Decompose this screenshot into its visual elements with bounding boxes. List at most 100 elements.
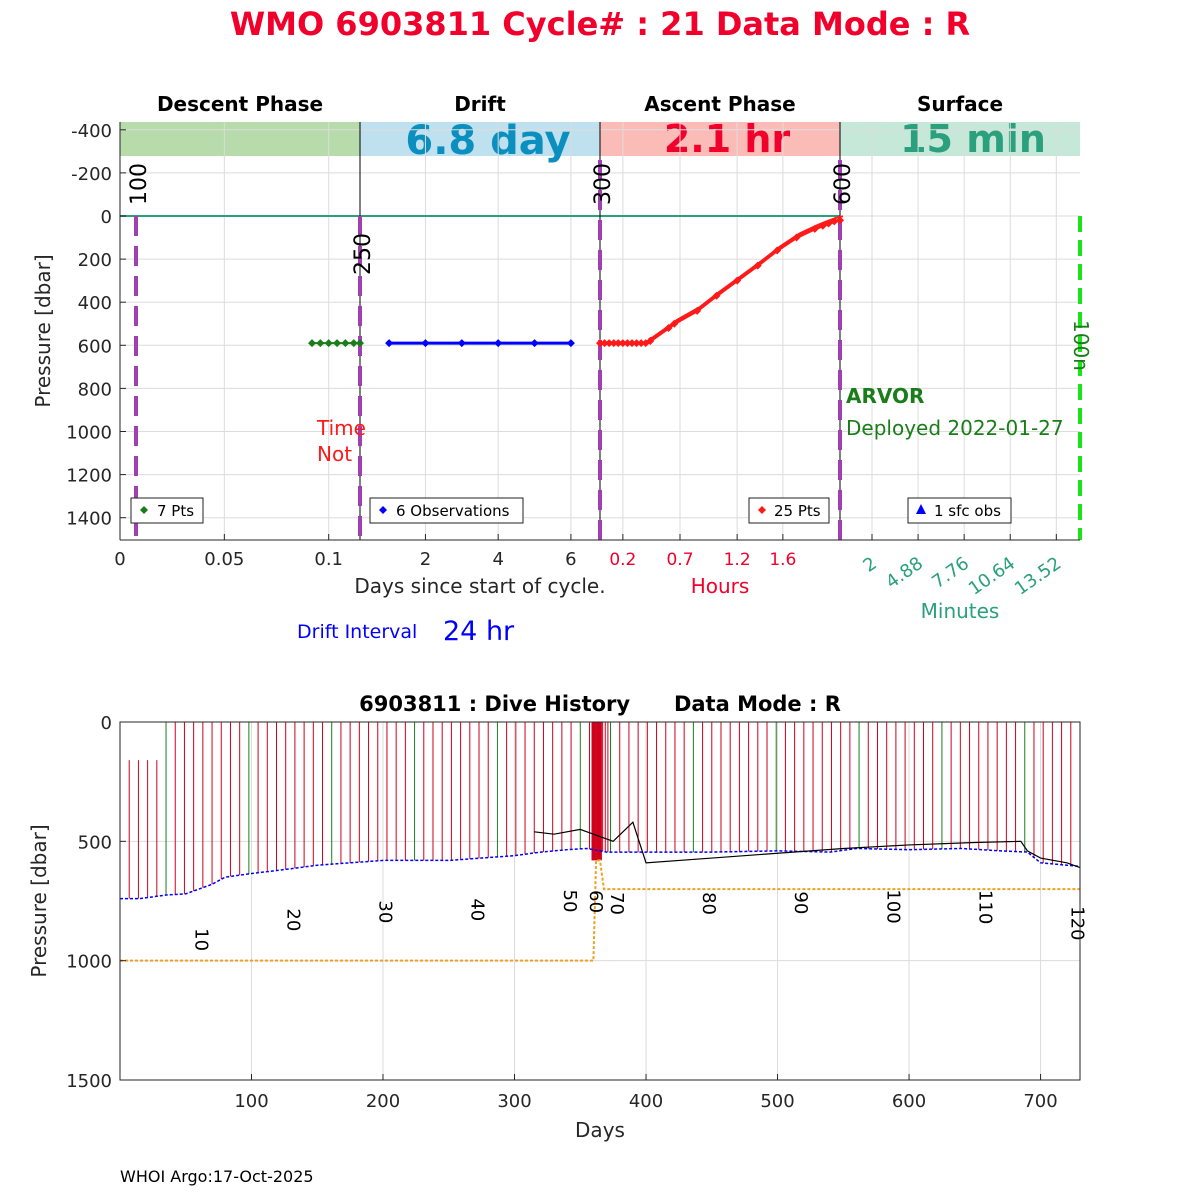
ascent-point-3 bbox=[609, 339, 618, 348]
bot-xtick-label: 600 bbox=[892, 1091, 926, 1112]
top-xtick-label: 0.05 bbox=[204, 549, 244, 570]
time-note-line1: Time bbox=[316, 416, 366, 440]
figure-title: WMO 6903811 Cycle# : 21 Data Mode : R bbox=[230, 5, 970, 43]
top-ylabel: Pressure [dbar] bbox=[31, 254, 55, 407]
cycle-labels: 10 20 30 40 50 60 70 80 90 100 110 120 bbox=[191, 889, 1088, 951]
legend-ascent: 25 Pts bbox=[748, 497, 830, 524]
drift-points bbox=[385, 339, 575, 348]
descent-point-5 bbox=[349, 339, 358, 348]
descent-point-0 bbox=[308, 339, 316, 348]
cycle-label-90: 90 bbox=[790, 891, 811, 914]
cycle-label-120: 120 bbox=[1066, 906, 1087, 940]
drift-interval-label: Drift Interval bbox=[297, 621, 417, 643]
dive-history-title: 6903811 : Dive History Data Mode : R bbox=[359, 692, 841, 716]
top-ytick-label: -400 bbox=[71, 121, 112, 142]
top-xtick-label: 0 bbox=[114, 549, 125, 570]
bottom-axes-frame bbox=[119, 721, 1081, 1081]
legend-ascent-marker bbox=[758, 506, 766, 514]
phase-header-ascent: Ascent Phase bbox=[644, 92, 795, 116]
top-xtick-label: 0.2 bbox=[609, 550, 636, 570]
drift-point-3 bbox=[494, 339, 503, 348]
top-x-ticks: 0 0.05 0.1 2 4 6 0.2 0.7 1.2 1.6 2 4.88 7.7610.6413.… bbox=[114, 534, 1065, 600]
ascent-point-2 bbox=[605, 339, 614, 348]
ascent-point-19 bbox=[792, 233, 801, 242]
cycle-label-60: 60 bbox=[585, 890, 606, 913]
ascent-point-5 bbox=[618, 339, 627, 348]
top-ytick-label: -200 bbox=[71, 164, 112, 185]
ascent-point-17 bbox=[753, 261, 762, 270]
ascent-points-line bbox=[600, 218, 841, 345]
cycle-label-40: 40 bbox=[467, 898, 488, 921]
top-xtick-label: 7.76 bbox=[928, 553, 973, 593]
phase-header-drift: Drift bbox=[454, 92, 506, 116]
top-ytick-label: 0 bbox=[101, 207, 112, 228]
ascent-point-8 bbox=[632, 339, 641, 348]
top-xtick-label: 2 bbox=[420, 549, 431, 570]
top-xtick-label: 1.6 bbox=[769, 550, 796, 570]
xlabel-minutes: Minutes bbox=[921, 599, 1000, 623]
vertical-label-600: 600 bbox=[831, 163, 856, 205]
vertical-label-100: 100 bbox=[127, 163, 152, 205]
dive-series-1 bbox=[120, 859, 1080, 962]
ascent-point-0 bbox=[596, 339, 604, 348]
descent-point-1 bbox=[316, 339, 325, 348]
top-xtick-label: 10.64 bbox=[965, 553, 1019, 600]
vertical-label-300: 300 bbox=[591, 163, 616, 205]
deployed-date: Deployed 2022-01-27 bbox=[846, 416, 1064, 440]
top-xtick-label: 4.88 bbox=[882, 553, 927, 593]
descent-point-2 bbox=[324, 339, 333, 348]
drift-interval-value: 24 hr bbox=[443, 616, 515, 647]
ascent-point-16 bbox=[733, 276, 742, 285]
ascent-point-1 bbox=[600, 339, 609, 348]
legend-drift-marker bbox=[379, 506, 387, 514]
bot-ytick-label: 1500 bbox=[66, 1071, 112, 1092]
top-xtick-label: 4 bbox=[492, 549, 503, 570]
top-ytick-label: 1000 bbox=[66, 423, 112, 444]
top-xtick-label: 1.2 bbox=[724, 550, 751, 570]
legend-drift-label: 6 Observations bbox=[396, 502, 510, 520]
ascent-point-12 bbox=[664, 324, 673, 333]
top-y-ticks: -400 -200 0 200 400 600 800 1000 1200 1400 bbox=[66, 121, 126, 530]
descent-point-6 bbox=[356, 339, 364, 348]
top-ytick-label: 400 bbox=[78, 293, 112, 314]
descent-point-4 bbox=[341, 339, 350, 348]
vertical-label-100n: 100n bbox=[1069, 320, 1093, 371]
bottom-x-ticks: 100 200 300 400 500 600 700 bbox=[234, 1074, 1058, 1112]
drift-point-0 bbox=[385, 339, 394, 348]
bottom-panel: 6903811 : Dive History Data Mode : R 10 2… bbox=[27, 692, 1087, 1142]
cycle-label-70: 70 bbox=[606, 892, 627, 915]
drift-band bbox=[360, 122, 600, 156]
ascent-point-24 bbox=[836, 216, 844, 225]
xlabel-days: Days since start of cycle. bbox=[354, 574, 605, 598]
drift-point-5 bbox=[566, 339, 575, 348]
cycle-label-50: 50 bbox=[559, 890, 580, 913]
cycle-label-10: 10 bbox=[191, 928, 212, 951]
ascent-point-7 bbox=[628, 339, 636, 348]
top-xtick-label: 2 bbox=[859, 553, 880, 577]
phase-header-surface: Surface bbox=[917, 92, 1003, 116]
descent-point-3 bbox=[333, 339, 342, 348]
top-ytick-label: 1200 bbox=[66, 466, 112, 487]
ascent-line-2 bbox=[648, 215, 844, 341]
vertical-label-250: 250 bbox=[351, 233, 376, 275]
bottom-y-ticks: 0 500 1000 1500 bbox=[66, 713, 126, 1092]
ascent-point-11 bbox=[646, 336, 655, 345]
ascent-point-9 bbox=[637, 339, 646, 348]
ascent-point-4 bbox=[614, 339, 623, 348]
xlabel-hours: Hours bbox=[691, 574, 750, 598]
phase-header-descent: Descent Phase bbox=[157, 92, 323, 116]
bot-xtick-label: 300 bbox=[497, 1091, 531, 1112]
legend-surface-label: 1 sfc obs bbox=[934, 502, 1001, 520]
drift-point-2 bbox=[457, 339, 466, 348]
legend-surface-marker bbox=[916, 504, 926, 514]
top-xtick-label: 6 bbox=[565, 549, 576, 570]
float-type: ARVOR bbox=[846, 384, 924, 408]
bot-xtick-label: 700 bbox=[1023, 1091, 1057, 1112]
bot-ytick-label: 1000 bbox=[66, 952, 112, 973]
cycle-label-30: 30 bbox=[375, 900, 396, 923]
ascent-duration: 2.1 hr bbox=[664, 117, 791, 161]
top-xtick-label: 0.7 bbox=[666, 550, 693, 570]
descent-band bbox=[120, 122, 360, 156]
bot-xtick-label: 400 bbox=[629, 1091, 663, 1112]
